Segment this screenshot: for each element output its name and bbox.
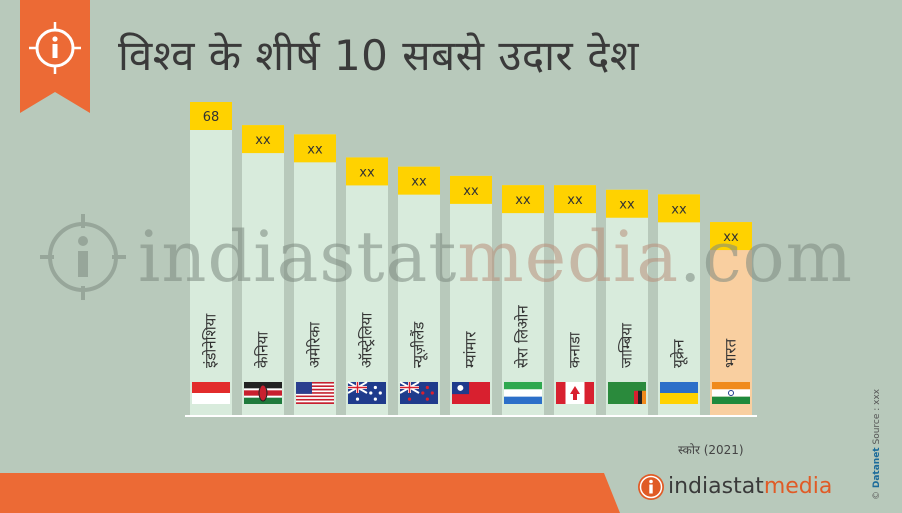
bar-group: xx कनाडा [554, 185, 596, 415]
zambia-flag-icon [608, 382, 646, 404]
bar [502, 185, 544, 415]
bar-group: xx न्यूज़ीलैंड [398, 166, 440, 415]
footer-info-icon [638, 474, 664, 500]
data-label: 68 [203, 110, 220, 125]
usa-flag-icon [296, 382, 334, 404]
value-label-box [502, 185, 544, 214]
value-label-box [242, 125, 284, 154]
ukraine-flag-icon [660, 382, 698, 404]
category-label: न्यूज़ीलैंड [410, 321, 429, 368]
indonesia-flag-icon [192, 382, 230, 404]
footer-brand-b: media [763, 474, 833, 499]
data-label: xx [567, 193, 583, 208]
sierra-leone-flag-icon [504, 382, 542, 404]
value-label-box [658, 194, 700, 223]
new-zealand-flag-icon [399, 381, 438, 404]
bar [606, 189, 648, 415]
bar [242, 125, 284, 416]
value-label-box [710, 222, 752, 251]
category-label: सेरा लिओन [514, 305, 532, 368]
value-label-box [554, 185, 596, 214]
bar-group: xx सेरा लिओन [502, 185, 544, 415]
value-label-box [450, 175, 492, 204]
bar [346, 157, 388, 416]
bar [658, 194, 700, 415]
bar [294, 134, 336, 415]
bar [190, 102, 232, 415]
value-label-box [294, 134, 336, 163]
page-title: विश्व के शीर्ष 10 सबसे उदार देश [118, 31, 639, 80]
data-label: xx [723, 230, 739, 245]
x-axis-label: स्कोर (2021) [678, 443, 744, 457]
source-text: Source : xxx [872, 388, 882, 445]
canada-flag-icon [556, 382, 594, 404]
copyright-symbol: © [872, 491, 882, 500]
bar-group: xx यूक्रेन [658, 194, 700, 415]
australia-flag-icon [347, 381, 386, 404]
data-label: xx [359, 165, 375, 180]
data-label: xx [307, 142, 323, 157]
bar-group: xx केनिया [242, 125, 284, 416]
footer-brand-a: indiastat [668, 474, 764, 499]
category-label: भारत [722, 338, 740, 368]
data-label: xx [463, 184, 479, 199]
category-label: कनाडा [566, 331, 584, 368]
source-credit: © Datanet Source : xxx [872, 389, 882, 500]
value-label-box [398, 166, 440, 195]
bar-group: xx भारत [710, 222, 752, 415]
data-label: xx [671, 202, 687, 217]
bar [450, 175, 492, 415]
bar-group: xx जाम्बिया [606, 189, 648, 415]
india-flag-icon [712, 382, 750, 404]
data-label: xx [255, 133, 271, 148]
category-label: अमेरिका [306, 321, 324, 368]
footer-bar [0, 473, 620, 513]
bar-group: xx अमेरिका [294, 134, 336, 415]
bar-group: xx म्यांमार [450, 175, 492, 415]
category-label: ऑस्ट्रेलिया [358, 312, 376, 368]
info-ribbon [20, 0, 90, 113]
info-icon [29, 22, 81, 74]
bar [398, 166, 440, 415]
value-label-box [606, 189, 648, 218]
data-label: xx [411, 175, 427, 190]
bar-group: xx ऑस्ट्रेलिया [346, 157, 388, 416]
kenya-flag-icon [244, 382, 282, 404]
value-label-box [346, 157, 388, 186]
value-label-box [190, 102, 232, 130]
data-label: xx [619, 198, 635, 213]
category-label: केनिया [254, 331, 272, 368]
datanet-logo-text: Datanet [872, 447, 882, 489]
myanmar-flag-icon [452, 382, 490, 404]
bar [554, 185, 596, 415]
category-label: यूक्रेन [670, 339, 689, 368]
category-label: इंडोनेशिया [202, 313, 220, 368]
data-label: xx [515, 193, 531, 208]
x-axis-baseline [185, 415, 757, 417]
bar-group: 68 इंडोनेशिया [190, 102, 232, 415]
category-label: म्यांमार [462, 331, 480, 368]
category-label: जाम्बिया [618, 322, 636, 368]
